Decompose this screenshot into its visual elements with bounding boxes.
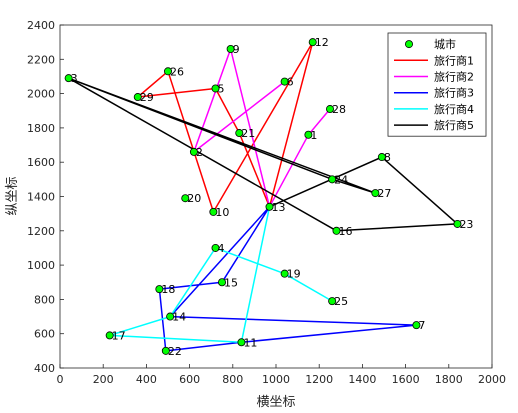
x-tick-label: 1000: [262, 373, 290, 386]
city-point-6: [280, 77, 289, 86]
route-line-salesman-3: [158, 206, 418, 352]
x-tick-label: 2000: [478, 373, 506, 386]
x-tick-label: 1600: [392, 373, 420, 386]
city-point-28: [325, 105, 334, 114]
legend-label-cities: 城市: [434, 37, 456, 51]
legend-label-salesman-5: 旅行商5: [434, 118, 474, 132]
city-label-9: 9: [233, 43, 240, 56]
y-tick-label: 2200: [27, 53, 55, 66]
city-label-11: 11: [243, 336, 257, 349]
city-point-21: [235, 129, 244, 138]
y-axis-label: 纵坐标: [5, 176, 20, 215]
city-point-24: [328, 175, 337, 184]
legend-label-salesman-4: 旅行商4: [434, 102, 474, 116]
city-point-7: [412, 321, 421, 330]
y-tick-label: 400: [34, 362, 55, 375]
city-label-26: 26: [170, 65, 184, 78]
y-tick-label: 1200: [27, 225, 55, 238]
city-point-19: [280, 269, 289, 278]
city-label-21: 21: [241, 127, 255, 140]
city-point-1: [304, 130, 313, 139]
city-point-20: [181, 194, 190, 203]
city-label-1: 1: [310, 129, 317, 142]
city-point-26: [163, 67, 172, 76]
y-tick-label: 2400: [27, 19, 55, 32]
legend-label-salesman-2: 旅行商2: [434, 70, 474, 84]
x-tick-label: 0: [57, 373, 64, 386]
point-layer: 1234567891011121314151617181920212223242…: [64, 36, 473, 358]
city-point-12: [308, 38, 317, 47]
route-line-salesman-1: [137, 41, 314, 213]
city-label-19: 19: [287, 268, 301, 281]
city-label-16: 16: [338, 225, 352, 238]
city-point-13: [265, 202, 274, 211]
city-point-16: [332, 226, 341, 235]
city-point-14: [166, 312, 175, 321]
city-label-25: 25: [334, 295, 348, 308]
city-label-28: 28: [332, 103, 346, 116]
city-point-27: [371, 189, 380, 198]
y-tick-label: 800: [34, 293, 55, 306]
x-tick-label: 400: [136, 373, 157, 386]
legend-marker-cities: [404, 40, 413, 49]
city-label-22: 22: [168, 345, 182, 358]
city-label-29: 29: [140, 91, 154, 104]
city-label-5: 5: [218, 82, 225, 95]
route-line-salesman-2: [193, 48, 331, 208]
tick-layer: 0 200 400 600 800 1000 1200 1400 1600 1800 2000400…: [27, 19, 506, 386]
y-tick-label: 600: [34, 328, 55, 341]
legend-label-salesman-3: 旅行商3: [434, 86, 474, 100]
city-label-14: 14: [172, 311, 186, 324]
city-point-9: [226, 45, 235, 54]
city-label-12: 12: [315, 36, 329, 49]
city-label-24: 24: [334, 173, 348, 186]
y-tick-label: 1000: [27, 259, 55, 272]
city-point-23: [453, 219, 462, 228]
x-tick-label: 600: [179, 373, 200, 386]
city-label-6: 6: [287, 76, 294, 89]
city-label-10: 10: [215, 206, 229, 219]
city-point-10: [209, 207, 218, 216]
city-label-3: 3: [71, 72, 78, 85]
city-point-29: [133, 93, 142, 102]
y-tick-label: 1600: [27, 156, 55, 169]
city-point-4: [211, 243, 220, 252]
x-tick-label: 1800: [435, 373, 463, 386]
city-point-22: [161, 346, 170, 355]
city-label-18: 18: [161, 283, 175, 296]
city-label-17: 17: [112, 329, 126, 342]
y-tick-label: 2000: [27, 88, 55, 101]
city-point-11: [237, 338, 246, 347]
city-point-17: [105, 331, 114, 340]
x-tick-label: 1200: [305, 373, 333, 386]
y-tick-label: 1800: [27, 122, 55, 135]
city-label-15: 15: [224, 276, 238, 289]
x-axis-label: 横坐标: [256, 395, 295, 410]
city-label-27: 27: [377, 187, 391, 200]
city-label-8: 8: [384, 151, 391, 164]
city-point-3: [64, 74, 73, 83]
city-label-13: 13: [272, 201, 286, 214]
city-label-23: 23: [459, 218, 473, 231]
city-label-2: 2: [196, 146, 203, 159]
x-tick-label: 200: [93, 373, 114, 386]
city-point-5: [211, 84, 220, 93]
city-label-20: 20: [187, 192, 201, 205]
city-point-25: [328, 297, 337, 306]
city-point-18: [155, 285, 164, 294]
legend-box: [387, 32, 487, 137]
x-tick-label: 800: [222, 373, 243, 386]
y-tick-label: 1400: [27, 191, 55, 204]
city-point-2: [189, 147, 198, 156]
legend-label-salesman-1: 旅行商1: [434, 53, 474, 67]
city-label-7: 7: [418, 319, 425, 332]
city-label-4: 4: [218, 242, 225, 255]
route-line-salesman-5: [67, 77, 459, 232]
city-point-15: [217, 278, 226, 287]
x-tick-label: 1400: [348, 373, 376, 386]
city-point-8: [377, 153, 386, 162]
